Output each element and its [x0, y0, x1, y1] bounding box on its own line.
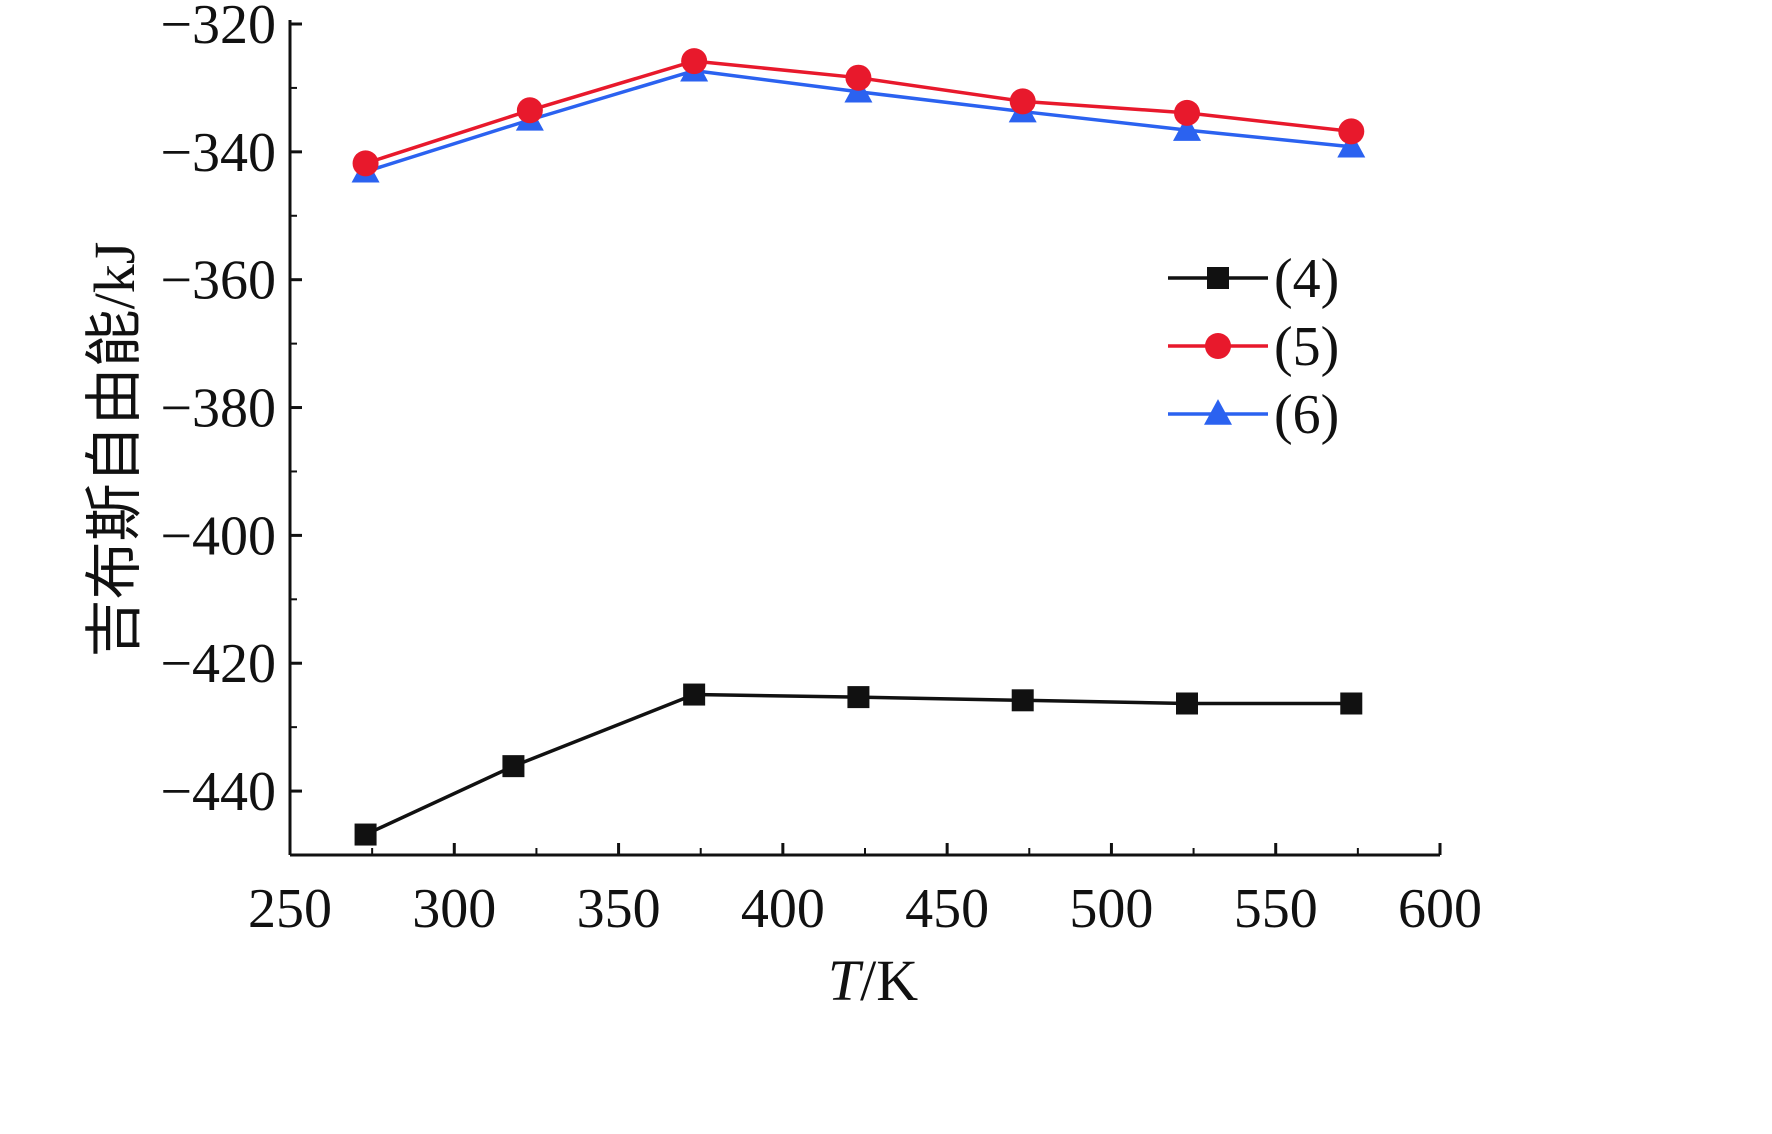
data-point-marker: [1174, 99, 1200, 126]
legend: (4)(5)(6): [1168, 248, 1339, 446]
series-5: [352, 48, 1365, 177]
x-tick-label: 600: [1398, 878, 1482, 940]
legend-label: (4): [1274, 248, 1339, 310]
data-point-marker: [352, 150, 379, 177]
x-tick-label: 400: [741, 878, 825, 940]
data-point-marker: [502, 755, 525, 778]
y-tick-label: −380: [160, 378, 276, 440]
legend-entry: (5): [1168, 316, 1339, 378]
data-point-marker: [845, 64, 872, 91]
y-axis-title: 吉布斯自由能/kJ: [82, 242, 147, 658]
data-point-marker: [1011, 689, 1034, 712]
axes: 250 300 350 400 450 500 550 600 −320 −340 −360 −380…: [160, 0, 1482, 940]
data-point-marker: [683, 683, 706, 706]
x-tick-label: 300: [412, 878, 496, 940]
axis-titles: T/K 吉布斯自由能/kJ: [82, 242, 918, 1013]
x-tick-label: 350: [577, 878, 661, 940]
data-point-marker: [1340, 692, 1363, 715]
y-tick-label: −360: [160, 250, 276, 312]
data-point-marker: [1176, 692, 1198, 715]
legend-entry: (6): [1168, 384, 1339, 446]
x-tick-label: 500: [1069, 878, 1153, 940]
data-point-marker: [681, 48, 708, 75]
data-point-marker: [1338, 118, 1365, 145]
x-tick-label: 550: [1234, 878, 1318, 940]
data-point-marker: [1009, 88, 1036, 115]
data-point-marker: [847, 686, 870, 709]
legend-label: (6): [1274, 384, 1339, 446]
data-point-marker: [516, 97, 543, 124]
data-point-marker: [1173, 115, 1201, 141]
y-tick-label: −320: [160, 0, 276, 56]
x-tick-label: 450: [905, 878, 989, 940]
legend-marker: [1207, 267, 1229, 289]
y-tick-label: −420: [160, 633, 276, 695]
legend-label: (5): [1274, 316, 1339, 378]
x-axis-title: T/K: [828, 948, 918, 1013]
x-axis-title-unit: /K: [860, 948, 918, 1013]
legend-marker: [1204, 399, 1232, 425]
y-tick-label: −400: [160, 505, 276, 567]
data-point-marker: [354, 823, 377, 846]
legend-entry: (4): [1168, 248, 1339, 310]
series-group: [351, 48, 1366, 846]
x-tick-label: 250: [248, 878, 332, 940]
y-tick-label: −340: [160, 122, 276, 184]
legend-marker: [1205, 333, 1231, 359]
series-4: [354, 683, 1363, 846]
x-axis-title-variable: T: [828, 948, 864, 1013]
y-tick-label: −440: [160, 761, 276, 823]
data-point-marker: [1337, 131, 1366, 158]
